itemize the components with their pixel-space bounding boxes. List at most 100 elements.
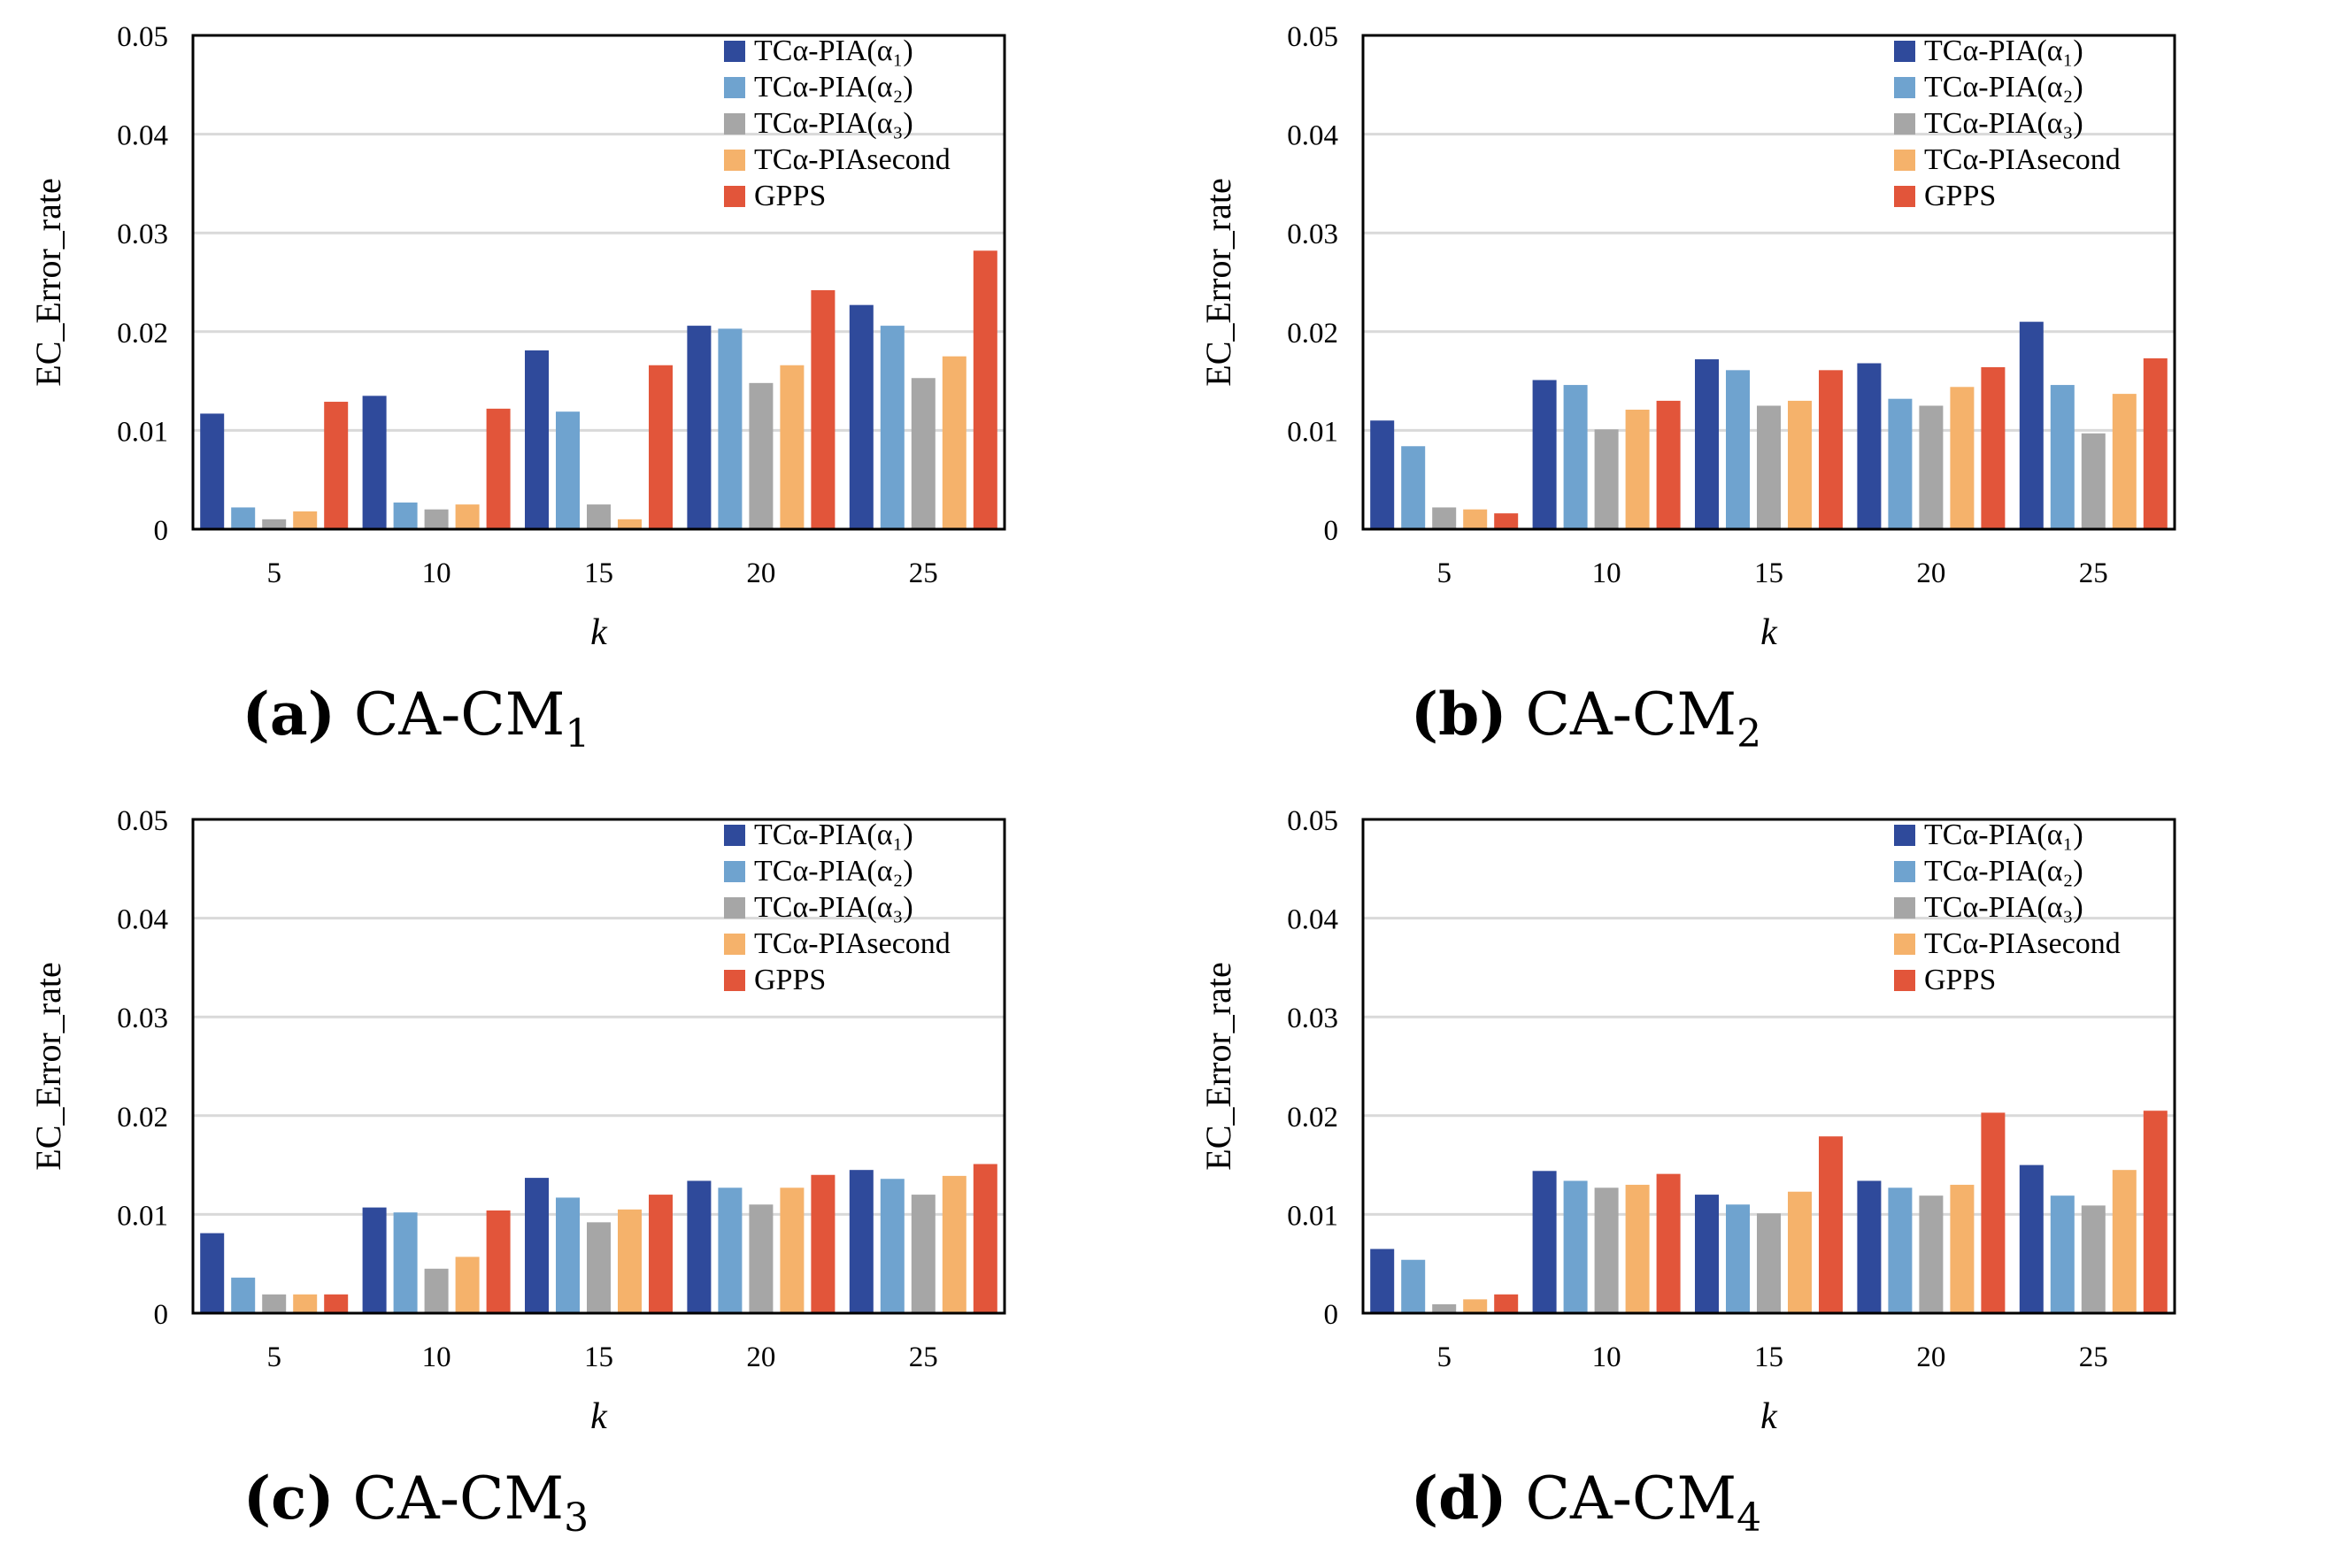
bar xyxy=(486,408,511,529)
caption-text: CA-CM xyxy=(1525,1464,1737,1533)
y-tick-label: 0.02 xyxy=(117,1102,168,1134)
bar xyxy=(556,411,580,529)
y-tick-label: 0 xyxy=(154,515,169,547)
x-tick-label: 25 xyxy=(909,1341,938,1373)
legend-swatch xyxy=(1894,150,1915,171)
legend-label: GPPS xyxy=(1924,180,1996,212)
bar xyxy=(324,1294,349,1313)
caption-letter: (c) xyxy=(243,1464,335,1533)
bar xyxy=(455,504,480,529)
y-tick-label: 0.04 xyxy=(117,120,168,152)
y-tick-label: 0.05 xyxy=(117,805,168,837)
bar xyxy=(200,1233,225,1313)
bar xyxy=(1819,370,1843,529)
bar xyxy=(262,1294,287,1313)
bar xyxy=(1656,400,1681,529)
legend-label: TCα-PIA(α₃) xyxy=(754,891,913,924)
x-tick-label: 5 xyxy=(1436,1341,1452,1373)
bar xyxy=(1532,1171,1557,1313)
x-axis-label: k xyxy=(590,612,608,653)
x-axis-label: k xyxy=(1760,612,1778,653)
bar xyxy=(231,507,256,529)
bar xyxy=(231,1277,256,1313)
legend-label: TCα-PIA(α₂) xyxy=(1924,855,2083,888)
bar xyxy=(749,1204,774,1313)
legend-label: TCα-PIA(α₂) xyxy=(754,71,913,104)
bar xyxy=(2081,433,2106,529)
bar xyxy=(1757,1213,1781,1313)
plot-frame xyxy=(1361,818,2176,1315)
y-tick-label: 0.04 xyxy=(1287,904,1338,936)
legend-label: TCα-PIA(α₁) xyxy=(1924,35,2083,67)
caption-b: (b) CA-CM2 xyxy=(1170,680,2002,757)
bar xyxy=(1919,1195,1944,1313)
y-tick-label: 0.01 xyxy=(117,1200,168,1232)
bar xyxy=(1370,420,1395,529)
bar xyxy=(849,304,874,529)
bar xyxy=(324,402,349,529)
caption-text: CA-CM xyxy=(1525,680,1737,749)
caption-letter: (a) xyxy=(242,680,335,749)
bar xyxy=(1888,398,1913,529)
bar xyxy=(1594,429,1619,529)
x-tick-label: 10 xyxy=(422,557,451,589)
y-tick-label: 0 xyxy=(1324,515,1339,547)
legend-label: TCα-PIA(α₁) xyxy=(754,35,913,67)
legend-swatch xyxy=(1894,861,1915,882)
bar xyxy=(393,1212,418,1313)
caption-a: (a) CA-CM1 xyxy=(0,680,832,757)
bar xyxy=(525,1178,549,1313)
caption-subscript: 1 xyxy=(565,711,590,757)
bar xyxy=(749,382,774,529)
bar xyxy=(973,1164,997,1313)
caption-subscript: 4 xyxy=(1736,1495,1762,1541)
x-tick-label: 10 xyxy=(1592,1341,1621,1373)
bar xyxy=(1370,1249,1395,1313)
y-tick-label: 0.03 xyxy=(1287,1003,1338,1034)
bar xyxy=(649,365,673,529)
legend-label: TCα-PIA(α₂) xyxy=(1924,71,2083,104)
legend-swatch xyxy=(1894,934,1915,955)
x-tick-label: 15 xyxy=(1754,1341,1783,1373)
y-axis-label: EC_Error_rate xyxy=(28,178,68,386)
x-tick-label: 25 xyxy=(2079,1341,2108,1373)
bar xyxy=(973,250,997,529)
legend-label: TCα-PIA(α₁) xyxy=(1924,819,2083,851)
x-tick-label: 5 xyxy=(266,1341,281,1373)
legend-label: GPPS xyxy=(754,964,826,996)
y-axis-label: EC_Error_rate xyxy=(1198,962,1238,1170)
bar xyxy=(2143,1111,2168,1313)
bar xyxy=(1819,1136,1843,1313)
chart-panel-b: 0 0.01 0.02 0.03 0.04 0.05 5 10 15 20 25 k EC_Error_… xyxy=(1170,0,2340,784)
bar xyxy=(1563,1180,1588,1313)
bar xyxy=(1625,1184,1650,1313)
y-tick-label: 0 xyxy=(154,1299,169,1331)
bar xyxy=(424,1268,449,1313)
bar xyxy=(455,1257,480,1313)
legend-swatch xyxy=(724,41,745,62)
x-tick-label: 15 xyxy=(584,1341,613,1373)
bar xyxy=(362,1207,387,1313)
y-tick-label: 0.03 xyxy=(117,219,168,250)
bar xyxy=(618,1209,642,1313)
bar xyxy=(293,1294,318,1313)
bar xyxy=(1726,1204,1750,1313)
bar xyxy=(1401,1259,1426,1313)
bar xyxy=(556,1197,580,1313)
plot-frame xyxy=(191,818,1006,1315)
bar xyxy=(942,1175,966,1313)
x-tick-label: 15 xyxy=(1754,557,1783,589)
bar xyxy=(1950,1184,1975,1313)
bar xyxy=(1532,380,1557,529)
legend-label: TCα-PIAsecond xyxy=(754,927,951,960)
bar xyxy=(1494,513,1519,529)
x-tick-label: 20 xyxy=(1916,557,1945,589)
legend-swatch xyxy=(1894,113,1915,135)
legend-label: GPPS xyxy=(1924,964,1996,996)
x-tick-label: 20 xyxy=(746,557,775,589)
bar xyxy=(424,509,449,529)
y-tick-label: 0.03 xyxy=(1287,219,1338,250)
bar xyxy=(911,1195,936,1313)
bar xyxy=(587,1222,611,1313)
bar xyxy=(1432,507,1457,529)
